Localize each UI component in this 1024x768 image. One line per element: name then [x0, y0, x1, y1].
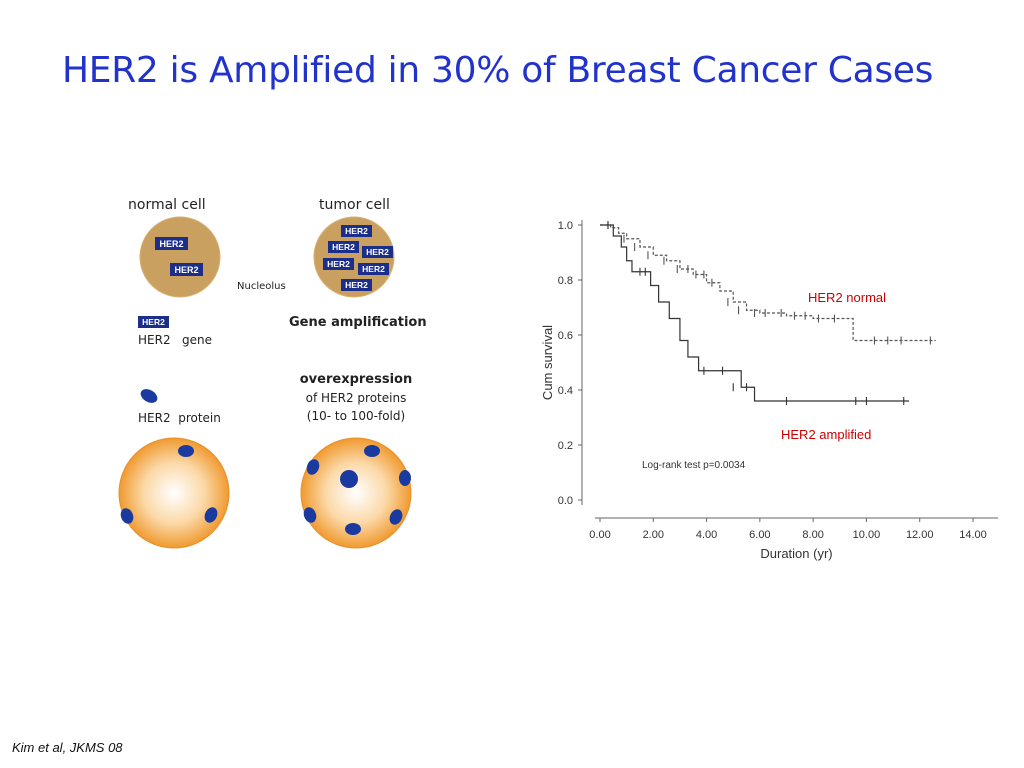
- her2-gene-tag: HER2: [328, 241, 359, 253]
- her2-amplification-diagram: normal cell tumor cell HER2 HER2 HER2 HE…: [118, 197, 427, 549]
- her2-protein: [306, 459, 320, 475]
- her2-gene-tag: HER2: [323, 258, 354, 270]
- citation: Kim et al, JKMS 08: [12, 740, 123, 755]
- gene-amplification-label: Gene amplification: [289, 315, 427, 330]
- tumor-nucleus: [313, 216, 395, 298]
- her2-protein: [120, 508, 134, 524]
- her2-protein: [303, 507, 317, 523]
- tumor-cell-label: tumor cell: [319, 197, 390, 213]
- y-tick-label: 1.0: [558, 220, 573, 232]
- normal-nucleus: [139, 216, 221, 298]
- her2-gene-tag: HER2: [155, 237, 188, 250]
- svg-text:HER2: HER2: [327, 259, 350, 269]
- overexpression-line3: (10- to 100-fold): [307, 409, 405, 423]
- her2-protein-legend-text: HER2 protein: [138, 411, 221, 425]
- survival-chart: 0.0 0.2 0.4 0.6 0.8 1.0 0.00 2.00 4.00 6.00 8.00 10…: [540, 220, 998, 561]
- log-rank-annotation: Log-rank test p=0.0034: [642, 460, 746, 471]
- y-tick-label: 0.6: [558, 330, 573, 342]
- her2-gene-tag: HER2: [341, 225, 372, 237]
- her2-gene-tag: HER2: [170, 263, 203, 276]
- series-label-her2-normal: HER2 normal: [808, 290, 886, 305]
- nucleolus-label: Nucleolus: [237, 281, 286, 292]
- chart-series: [600, 221, 936, 405]
- overexpression-heading: overexpression: [300, 372, 413, 387]
- svg-text:HER2: HER2: [159, 239, 183, 249]
- x-tick-label: 12.00: [906, 529, 934, 541]
- her2-protein-legend-icon: [140, 389, 158, 403]
- her2-protein: [178, 445, 194, 457]
- her2-protein: [399, 470, 411, 486]
- y-tick-label: 0.0: [558, 495, 573, 507]
- svg-text:HER2: HER2: [362, 264, 385, 274]
- her2-protein: [204, 507, 218, 523]
- x-tick-label: 8.00: [802, 529, 823, 541]
- her2-gene-legend-text: HER2 gene: [138, 333, 212, 347]
- svg-text:HER2: HER2: [174, 265, 198, 275]
- series-label-her2-amplified: HER2 amplified: [781, 427, 871, 442]
- x-tick-label: 10.00: [853, 529, 881, 541]
- x-tick-label: 6.00: [749, 529, 770, 541]
- x-tick-label: 2.00: [643, 529, 664, 541]
- x-tick-label: 14.00: [959, 529, 987, 541]
- y-tick-label: 0.8: [558, 275, 573, 287]
- normal-cell: [118, 437, 230, 549]
- her2-gene-tag: HER2: [358, 263, 389, 275]
- x-tick-label: 4.00: [696, 529, 717, 541]
- svg-text:HER2: HER2: [332, 242, 355, 252]
- chart-axes: 0.0 0.2 0.4 0.6 0.8 1.0 0.00 2.00 4.00 6.00 8.00 10…: [558, 220, 998, 541]
- her2-protein: [389, 509, 403, 525]
- her2-gene-tag: HER2: [341, 279, 372, 291]
- chart-labels: Duration (yr) Cum survival HER2 normal HER2…: [540, 290, 886, 561]
- overexpression-line2: of HER2 proteins: [306, 391, 407, 405]
- y-axis-label: Cum survival: [540, 325, 555, 400]
- her2-gene-legend-tag: HER2: [138, 316, 169, 328]
- svg-text:HER2: HER2: [345, 226, 368, 236]
- her2-protein: [340, 470, 358, 488]
- series-line-her2-normal: [600, 224, 936, 342]
- x-axis-label: Duration (yr): [760, 546, 832, 561]
- her2-gene-tag: HER2: [362, 246, 393, 258]
- svg-text:HER2: HER2: [345, 280, 368, 290]
- her2-protein: [345, 523, 361, 535]
- tumor-cell: [300, 437, 412, 549]
- her2-protein: [364, 445, 380, 457]
- y-tick-label: 0.4: [558, 385, 573, 397]
- normal-cell-label: normal cell: [128, 197, 206, 213]
- series-line-her2-amplified: [600, 224, 910, 402]
- slide-title: HER2 is Amplified in 30% of Breast Cance…: [62, 50, 934, 91]
- x-tick-label: 0.00: [589, 529, 610, 541]
- y-tick-label: 0.2: [558, 440, 573, 452]
- svg-text:HER2: HER2: [142, 317, 165, 327]
- svg-text:HER2: HER2: [366, 247, 389, 257]
